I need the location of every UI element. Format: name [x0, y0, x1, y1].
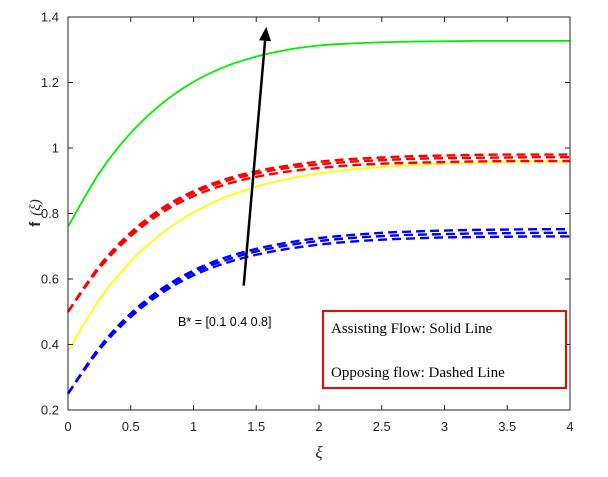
x-tick-label-5: 2.5 [373, 419, 391, 434]
y-tick-label-0: 0.2 [41, 403, 59, 418]
series-layer [67, 39, 571, 395]
y-tick-label-6: 1.4 [41, 10, 59, 25]
series-line-0 [67, 39, 570, 228]
series-line-4 [67, 159, 570, 313]
x-tick-label-4: 2 [315, 419, 322, 434]
annotation-arrow [242, 26, 272, 286]
x-tick-label-3: 1.5 [247, 419, 265, 434]
annotation-label: B* = [0.1 0.4 0.8] [178, 315, 271, 329]
y-tick-label-5: 1.2 [41, 75, 59, 90]
legend-border [322, 310, 567, 389]
y-ticks: 0.2 0.4 0.6 0.8 1 1.2 1.4 [41, 10, 570, 418]
y-tick-label-3: 0.8 [41, 206, 59, 221]
x-axis-label: ξ [315, 443, 323, 462]
y-tick-label-2: 0.6 [41, 272, 59, 287]
legend-box: Assisting Flow: Solid Line Opposing flow… [322, 310, 567, 389]
legend-line-assisting: Assisting Flow: Solid Line [331, 321, 493, 337]
series-line-1 [67, 160, 571, 352]
arrow-shaft [242, 40, 267, 286]
y-tick-label-1: 0.4 [41, 337, 59, 352]
y-axis-label: f (ξ) [27, 199, 44, 226]
axes-box [67, 16, 571, 411]
y-axis-label-main: f [27, 221, 44, 227]
x-tick-label-2: 1 [190, 419, 197, 434]
arrow-head [259, 26, 272, 42]
legend-line-opposing: Opposing flow: Dashed Line [331, 365, 505, 381]
x-tick-label-8: 4 [566, 419, 573, 434]
series-line-3 [67, 153, 570, 313]
x-tick-label-6: 3 [441, 419, 448, 434]
svg-text:f(ξ): f (ξ) [27, 199, 44, 226]
y-tick-label-4: 1 [52, 141, 59, 156]
x-tick-label-7: 3.5 [498, 419, 516, 434]
series-line-6 [67, 227, 571, 395]
series-line-7 [67, 235, 571, 395]
x-tick-label-1: 0.5 [122, 419, 140, 434]
series-line-5 [67, 231, 571, 395]
x-tick-label-0: 0 [64, 419, 71, 434]
y-axis-label-arg: (ξ) [28, 199, 44, 215]
x-ticks: 0 0.5 1 1.5 2 2.5 3 3.5 4 [64, 17, 574, 434]
series-line-2 [67, 155, 571, 313]
